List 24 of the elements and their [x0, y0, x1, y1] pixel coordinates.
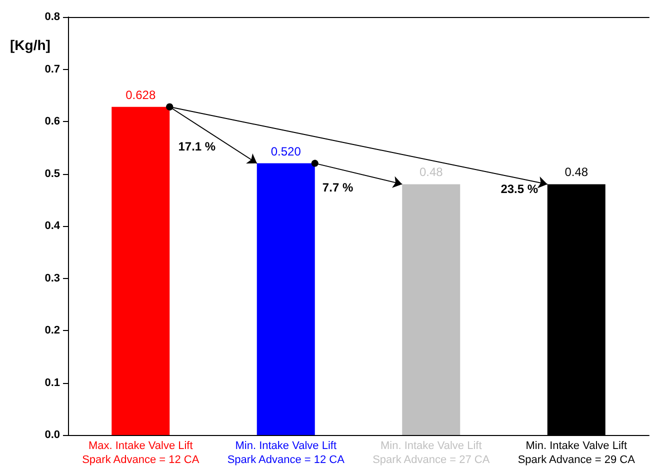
y-tick-label: 0.3 [44, 272, 60, 284]
annotation: 23.5 % [500, 182, 538, 196]
data-label: 0.520 [270, 144, 302, 158]
data-label: 0.628 [126, 88, 156, 102]
y-tick-label: 0.0 [44, 429, 60, 441]
data-label: 0.48 [419, 165, 444, 180]
bar [112, 106, 170, 435]
y-tick-label: 0.2 [44, 324, 60, 336]
bar [402, 184, 460, 435]
y-tick-label: 0.6 [44, 116, 60, 128]
y-axis-title: [Kg/h] [10, 37, 50, 53]
x-tick-label: Min. Intake Valve Lift Spark Advance = 12 CA [227, 440, 346, 466]
bar [256, 163, 315, 435]
x-tick-label: Max. Intake Valve Lift Spark Advance = 12 CA [82, 440, 200, 466]
data-label: 0.48 [564, 165, 588, 180]
y-tick-label: 0.8 [44, 11, 60, 23]
y-tick-label: 0.4 [44, 220, 61, 232]
x-tick-label: Min. Intake Valve Lift Spark Advance = 27 CA [372, 440, 490, 466]
annotation: 17.1 % [178, 139, 216, 154]
y-tick-label: 0.1 [44, 376, 60, 389]
annotation: 7.7 % [322, 180, 354, 195]
y-tick-label: 0.7 [44, 63, 60, 76]
x-tick-label: Min. Intake Valve Lift Spark Advance = 29 CA [518, 440, 636, 466]
y-tick-label: 0.5 [44, 168, 60, 180]
